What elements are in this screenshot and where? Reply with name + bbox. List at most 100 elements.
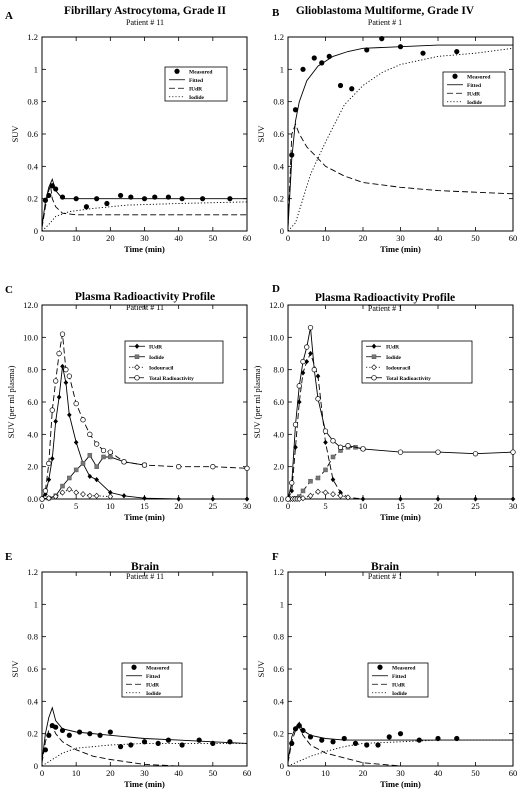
panel-d-series-iudr-point [473,496,478,502]
panel-d-series-iodouracil-point [330,491,336,498]
panel-c-x-tick-label: 25 [209,501,218,511]
panel-d-legend-marker [371,364,377,371]
panel-c-y-tick-label: 8.0 [27,365,38,375]
panel-b-x-tick-label: 50 [471,233,480,243]
panel-f-series-measured-point [319,737,325,743]
panel-a-series-iudr [41,185,247,228]
panel-c-x-axis-label: Time (min) [124,512,165,522]
panel-c-legend-label: Total Radioactivity [149,376,194,382]
panel-b-x-tick-label: 40 [434,233,443,243]
panel-d-x-tick-label: 20 [434,501,443,511]
panel-c-plot-frame [41,304,248,500]
panel-e-title: Brain [131,561,160,573]
panel-f-letter: F [272,551,279,563]
panel-b-series-fitted-line [287,44,513,228]
panel-d-series-iodouracil-point [322,489,329,496]
panel-c-series-total-radioactivity-point [42,488,49,494]
panel-b-series-fitted [287,44,513,228]
panel-a-title: Fibrillary Astrocytoma, Grade II [64,5,227,17]
panel-d-series-iodide-point [323,467,328,473]
panel-b-series-measured-point [337,82,344,89]
panel-c-series-iudr-point [49,455,55,462]
panel-a-subtitle: Patient # 11 [126,18,164,27]
panel-d-series-total-radioactivity-point [435,449,441,455]
panel-c-series-iudr-point [53,418,58,424]
panel-b-legend-label: Fitted [467,83,481,89]
panel-c-x-tick-label: 5 [74,501,78,511]
panel-f-title: Brain [371,561,400,573]
panel-f-series-iodide [287,739,513,767]
panel-d-legend-label: Iodide [386,355,402,361]
panel-d-title: Plasma Radioactivity Profile [315,292,455,304]
panel-e-x-tick-label: 50 [209,768,218,778]
panel-b-x-axis-label: Time (min) [380,244,421,254]
panel-e-x-tick-label: 20 [106,768,115,778]
panel-c-series-iudr-point [60,363,65,370]
panel-e-x-tick-label: 10 [72,768,81,778]
panel-b-series-measured-point [311,55,317,61]
panel-e-series-measured-point [196,737,202,743]
panel-f-legend-marker [377,664,383,670]
panel-f-legend-label: Fitted [392,674,406,680]
panel-c-series-iudr-point [56,394,62,400]
panel-c-series-iodouracil-line [41,488,111,500]
panel-b-x-tick-label: 10 [321,233,330,243]
panel-d-series-iodide-point [300,488,306,494]
panel-d-x-tick-label: 30 [509,501,518,511]
panel-d-x-tick-label: 0 [286,501,290,511]
panel-c-series-iudr-point [94,477,99,483]
panel-a-y-tick-label: 0.8 [27,97,38,107]
panel-e-legend: Measured Fitted IUdR Iodide [121,662,183,698]
panel-d-series-iudr-point [510,496,516,502]
panel-d-series-iodouracil-point [345,494,351,501]
panel-d-series-iodide-point [330,454,336,460]
panel-d-series-iudr-point [315,373,321,379]
panel-c-y-tick-label: 2.0 [27,462,38,472]
panel-e-series-measured-point [97,732,103,738]
panel-e-legend-marker [131,664,137,670]
panel-c-y-tick-label: 12.0 [23,300,38,310]
panel-c-series-total-radioactivity-point [56,350,62,357]
panel-d-letter: D [272,283,280,295]
panel-c-legend: IUdR Iodide Iodouracil Total Radioactivity [124,340,224,384]
panel-d-x-axis-label: Time (min) [380,512,421,522]
panel-f-subtitle: Patient # 1 [368,572,402,581]
panel-b: B Glioblastoma Multiforme, Grade IVPatien… [256,5,517,254]
panel-b-letter: B [272,7,280,19]
panel-f-y-tick-label: 0.6 [273,664,284,674]
panel-a-series-measured-point [104,200,110,207]
panel-c-series-iodide-point [73,467,79,473]
panel-c-series-iodouracil-point [107,493,114,500]
panel-d-series-total-radioactivity-point [345,443,351,449]
panel-d-series-iudr-point [398,496,403,502]
panel-d-series-total-radioactivity-point [322,428,329,434]
panel-d-legend-label: Total Radioactivity [386,376,431,382]
panel-e-x-axis-label: Time (min) [124,779,165,789]
panel-c-series-iodouracil-point [66,486,73,493]
panel-e-legend-label: Iodide [146,691,162,697]
panel-c-series-iodouracil-point [73,489,79,496]
panel-c-legend-label: Iodouracil [149,365,174,371]
panel-a-x-tick-label: 10 [72,233,81,243]
panel-a-legend-label: Fitted [189,78,203,84]
panel-e-x-tick-label: 60 [243,768,252,778]
panel-f-y-tick-label: 1.2 [273,567,284,577]
panel-d-y-tick-label: 2.0 [273,462,284,472]
panel-a-x-tick-label: 0 [40,233,44,243]
panel-d-series-total-radioactivity-point [315,396,321,402]
panel-c-series-iudr-point [210,496,216,502]
panel-c-series-total-radioactivity-point [210,464,216,470]
panel-f-x-tick-label: 10 [321,768,330,778]
panel-a-x-tick-label: 60 [243,233,252,243]
panel-c-series-iudr-point [73,439,79,446]
panel-c-x-tick-label: 20 [174,501,183,511]
panel-f-x-axis-label: Time (min) [380,779,421,789]
panel-d-series-iudr-point [308,350,313,357]
panel-d-series-total-radioactivity-line [287,327,514,500]
panel-f-series-measured-point [352,740,359,746]
panel-f-series-measured-point [375,742,381,748]
panel-c-series-total-radioactivity-point [66,373,72,379]
panel-e-y-axis-label: SUV [10,660,20,678]
panel-e-x-tick-label: 40 [174,768,183,778]
panel-a-y-axis-label: SUV [10,125,20,143]
